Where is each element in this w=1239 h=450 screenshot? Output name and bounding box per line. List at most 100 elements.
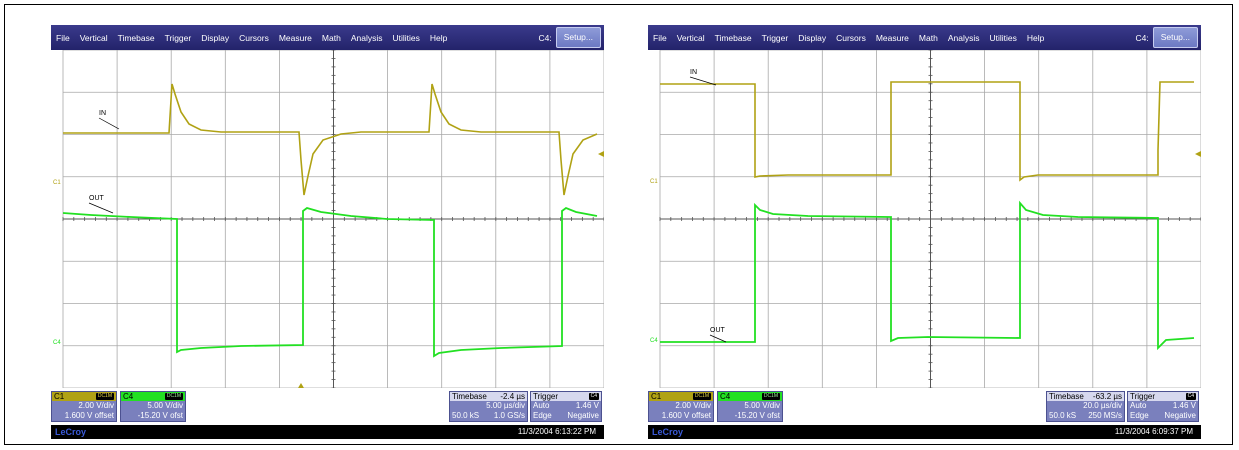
trigger-level-marker xyxy=(1195,151,1201,157)
menu-file[interactable]: File xyxy=(56,32,70,43)
timestamp: 11/3/2004 6:13:22 PM xyxy=(517,427,596,436)
timebase-time-div: 20.0 µs/div xyxy=(1083,401,1122,410)
timebase-rate: 1.0 GS/s xyxy=(493,411,525,420)
menu-file[interactable]: File xyxy=(653,32,667,43)
ch4-descriptor[interactable]: C4 DC1M 5.00 V/div -15.20 V ofst xyxy=(120,391,186,422)
timebase-rate: 250 MS/s xyxy=(1088,411,1122,420)
trigger-descriptor[interactable]: Trigger C4 Auto 1.46 V Edge Negative xyxy=(1127,391,1199,422)
status-bar: LeCroy 11/3/2004 6:09:37 PM xyxy=(648,425,1201,439)
ch4-descriptor[interactable]: C4 DC1M 5.00 V/div -15.20 V ofst xyxy=(717,391,783,422)
menu-analysis[interactable]: Analysis xyxy=(947,32,980,43)
figure-frame: File Vertical Timebase Trigger Display C… xyxy=(4,4,1233,445)
menu-help[interactable]: Help xyxy=(429,32,448,43)
timebase-samples: 50.0 kS xyxy=(452,411,480,420)
channel-info-bar: C1 DC1M 2.00 V/div 1.600 V offset C4 DC1M … xyxy=(51,388,604,425)
trigger-position-marker xyxy=(298,383,304,388)
trigger-type: Edge xyxy=(533,411,552,420)
menu-display[interactable]: Display xyxy=(201,32,230,43)
trigger-mode: Auto xyxy=(533,401,550,410)
trace-out-label: OUT xyxy=(89,195,105,202)
oscilloscope-screen-left: File Vertical Timebase Trigger Display C… xyxy=(51,25,604,439)
ch1-volts-div: 2.00 V/div xyxy=(675,401,711,410)
trigger-source-tag: C4 xyxy=(1185,393,1196,400)
menu-vertical[interactable]: Vertical xyxy=(676,32,705,43)
ch4-ground-marker: C4 xyxy=(650,338,658,344)
waveform-grid[interactable]: IN OUT C1 C4 xyxy=(51,50,604,388)
lecroy-logo: LeCroy xyxy=(652,427,684,437)
trace-in-label: IN xyxy=(99,110,106,117)
graticule xyxy=(659,50,1201,388)
trigger-slope: Negative xyxy=(567,411,599,420)
oscilloscope-screen-right: File Vertical Timebase Trigger Display C… xyxy=(648,25,1201,439)
ch4-volts-div: 5.00 V/div xyxy=(147,401,183,410)
menu-timebase[interactable]: Timebase xyxy=(714,32,752,43)
ch1-ground-marker: C1 xyxy=(53,180,61,186)
trigger-mode: Auto xyxy=(1130,401,1147,410)
timebase-label: Timebase xyxy=(1049,392,1084,401)
menu-measure[interactable]: Measure xyxy=(875,32,909,43)
menu-vertical[interactable]: Vertical xyxy=(79,32,108,43)
timebase-label: Timebase xyxy=(452,392,487,401)
ch1-descriptor[interactable]: C1 DC1M 2.00 V/div 1.600 V offset xyxy=(648,391,714,422)
ch1-name: C1 xyxy=(54,392,65,401)
ch1-name: C1 xyxy=(651,392,662,401)
menu-help[interactable]: Help xyxy=(1026,32,1045,43)
graticule xyxy=(62,50,604,388)
menu-cursors[interactable]: Cursors xyxy=(239,32,269,43)
trigger-level: 1.46 V xyxy=(1172,401,1196,410)
trigger-level: 1.46 V xyxy=(575,401,599,410)
menu-trigger[interactable]: Trigger xyxy=(164,32,192,43)
ch1-trace xyxy=(660,81,1194,182)
ch1-volts-div: 2.00 V/div xyxy=(78,401,114,410)
menu-trigger[interactable]: Trigger xyxy=(761,32,789,43)
trigger-label: Trigger xyxy=(533,392,559,401)
menu-utilities[interactable]: Utilities xyxy=(989,32,1017,43)
channel-info-bar: C1 DC1M 2.00 V/div 1.600 V offset C4 DC1M … xyxy=(648,388,1201,425)
trigger-type: Edge xyxy=(1130,411,1149,420)
ch1-descriptor[interactable]: C1 DC1M 2.00 V/div 1.600 V offset xyxy=(51,391,117,422)
ch4-name: C4 xyxy=(720,392,731,401)
waveform-grid[interactable]: IN OUT C1 C4 xyxy=(648,50,1201,388)
menu-analysis[interactable]: Analysis xyxy=(350,32,383,43)
ch1-coupling-tag: DC1M xyxy=(95,393,114,400)
trigger-label: Trigger xyxy=(1130,392,1156,401)
menu-bar: File Vertical Timebase Trigger Display C… xyxy=(51,25,604,50)
trigger-source-tag: C4 xyxy=(588,393,599,400)
ch4-trace xyxy=(660,200,1195,351)
menu-bar: File Vertical Timebase Trigger Display C… xyxy=(648,25,1201,50)
ch4-offset: -15.20 V ofst xyxy=(734,411,780,420)
ch4-coupling-tag: DC1M xyxy=(164,393,183,400)
menu-math[interactable]: Math xyxy=(918,32,938,43)
timestamp: 11/3/2004 6:09:37 PM xyxy=(1114,427,1193,436)
ch4-trace xyxy=(62,206,598,358)
ch1-trace xyxy=(63,83,598,196)
setup-button[interactable]: Setup... xyxy=(555,27,601,48)
trace-out-label: OUT xyxy=(710,327,726,334)
timebase-descriptor[interactable]: Timebase -63.2 µs 20.0 µs/div 50.0 kS 250 … xyxy=(1046,391,1125,422)
trace-in-label: IN xyxy=(690,69,697,76)
ch4-coupling-tag: DC1M xyxy=(761,393,780,400)
ch1-offset: 1.600 V offset xyxy=(661,411,711,420)
setup-button[interactable]: Setup... xyxy=(1152,27,1198,48)
menu-channel-label: C4: xyxy=(1135,32,1149,43)
menu-cursors[interactable]: Cursors xyxy=(836,32,866,43)
menu-timebase[interactable]: Timebase xyxy=(117,32,155,43)
ch4-ground-marker: C4 xyxy=(53,340,61,346)
timebase-delay: -2.4 µs xyxy=(500,392,525,401)
timebase-samples: 50.0 kS xyxy=(1049,411,1077,420)
ch1-coupling-tag: DC1M xyxy=(692,393,711,400)
ch4-offset: -15.20 V ofst xyxy=(137,411,183,420)
ch1-offset: 1.600 V offset xyxy=(64,411,114,420)
trigger-level-marker xyxy=(598,151,604,157)
ch1-ground-marker: C1 xyxy=(650,179,658,185)
menu-utilities[interactable]: Utilities xyxy=(392,32,420,43)
menu-math[interactable]: Math xyxy=(321,32,341,43)
menu-measure[interactable]: Measure xyxy=(278,32,312,43)
trigger-descriptor[interactable]: Trigger C4 Auto 1.46 V Edge Negative xyxy=(530,391,602,422)
ch4-name: C4 xyxy=(123,392,134,401)
status-bar: LeCroy 11/3/2004 6:13:22 PM xyxy=(51,425,604,439)
menu-display[interactable]: Display xyxy=(798,32,827,43)
timebase-descriptor[interactable]: Timebase -2.4 µs 5.00 µs/div 50.0 kS 1.0 G… xyxy=(449,391,528,422)
menu-channel-label: C4: xyxy=(538,32,552,43)
timebase-delay: -63.2 µs xyxy=(1092,392,1122,401)
